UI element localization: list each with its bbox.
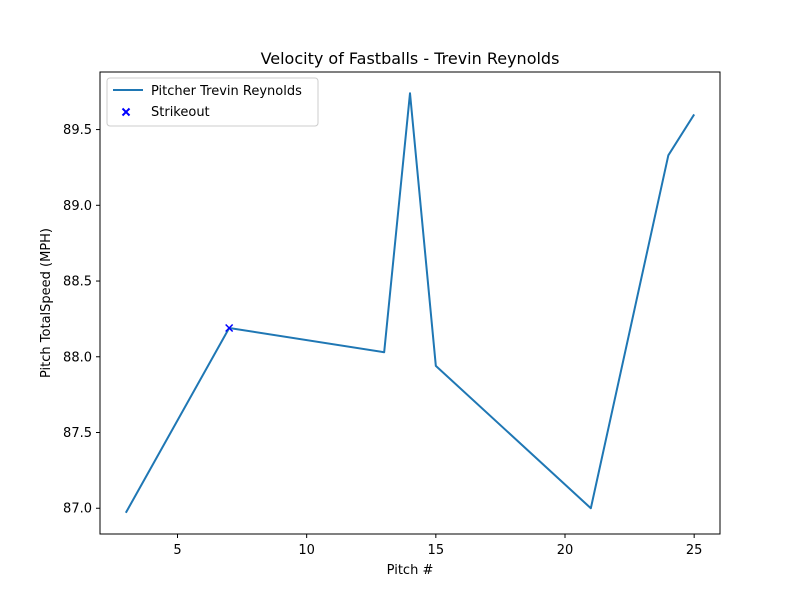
y-tick-label: 89.0 bbox=[63, 199, 92, 214]
y-tick-label: 88.5 bbox=[63, 275, 92, 290]
strikeout-marker bbox=[225, 323, 234, 333]
y-axis-ticks: 87.0 87.5 88.0 88.5 89.0 89.5 bbox=[63, 123, 100, 517]
y-tick-label: 88.0 bbox=[63, 350, 92, 365]
y-tick-label: 87.5 bbox=[63, 426, 92, 441]
legend-label-strikeout: Strikeout bbox=[151, 105, 210, 120]
series-layer bbox=[124, 92, 696, 514]
x-axis-label: Pitch # bbox=[387, 563, 434, 578]
x-tick-label: 25 bbox=[686, 543, 703, 558]
x-axis-ticks: 5 10 15 20 25 bbox=[173, 534, 702, 558]
series-line-pitcher bbox=[124, 92, 696, 514]
legend-label-pitcher: Pitcher Trevin Reynolds bbox=[151, 84, 302, 99]
x-tick-label: 15 bbox=[428, 543, 445, 558]
y-tick-label: 87.0 bbox=[63, 502, 92, 517]
x-tick-label: 10 bbox=[298, 543, 315, 558]
y-axis-label: Pitch TotalSpeed (MPH) bbox=[39, 228, 54, 378]
x-tick-label: 5 bbox=[173, 543, 181, 558]
chart-title: Velocity of Fastballs - Trevin Reynolds bbox=[261, 49, 560, 68]
x-tick-label: 20 bbox=[557, 543, 574, 558]
y-tick-label: 89.5 bbox=[63, 123, 92, 138]
plot-area: 5 10 15 20 25 87.0 87.5 88.0 88.5 89.0 89.5 bbox=[63, 71, 721, 558]
legend-x-marker bbox=[121, 107, 131, 117]
legend: Pitcher Trevin Reynolds Strikeout bbox=[106, 77, 319, 127]
legend-box bbox=[106, 77, 319, 127]
plot-frame bbox=[99, 71, 721, 535]
